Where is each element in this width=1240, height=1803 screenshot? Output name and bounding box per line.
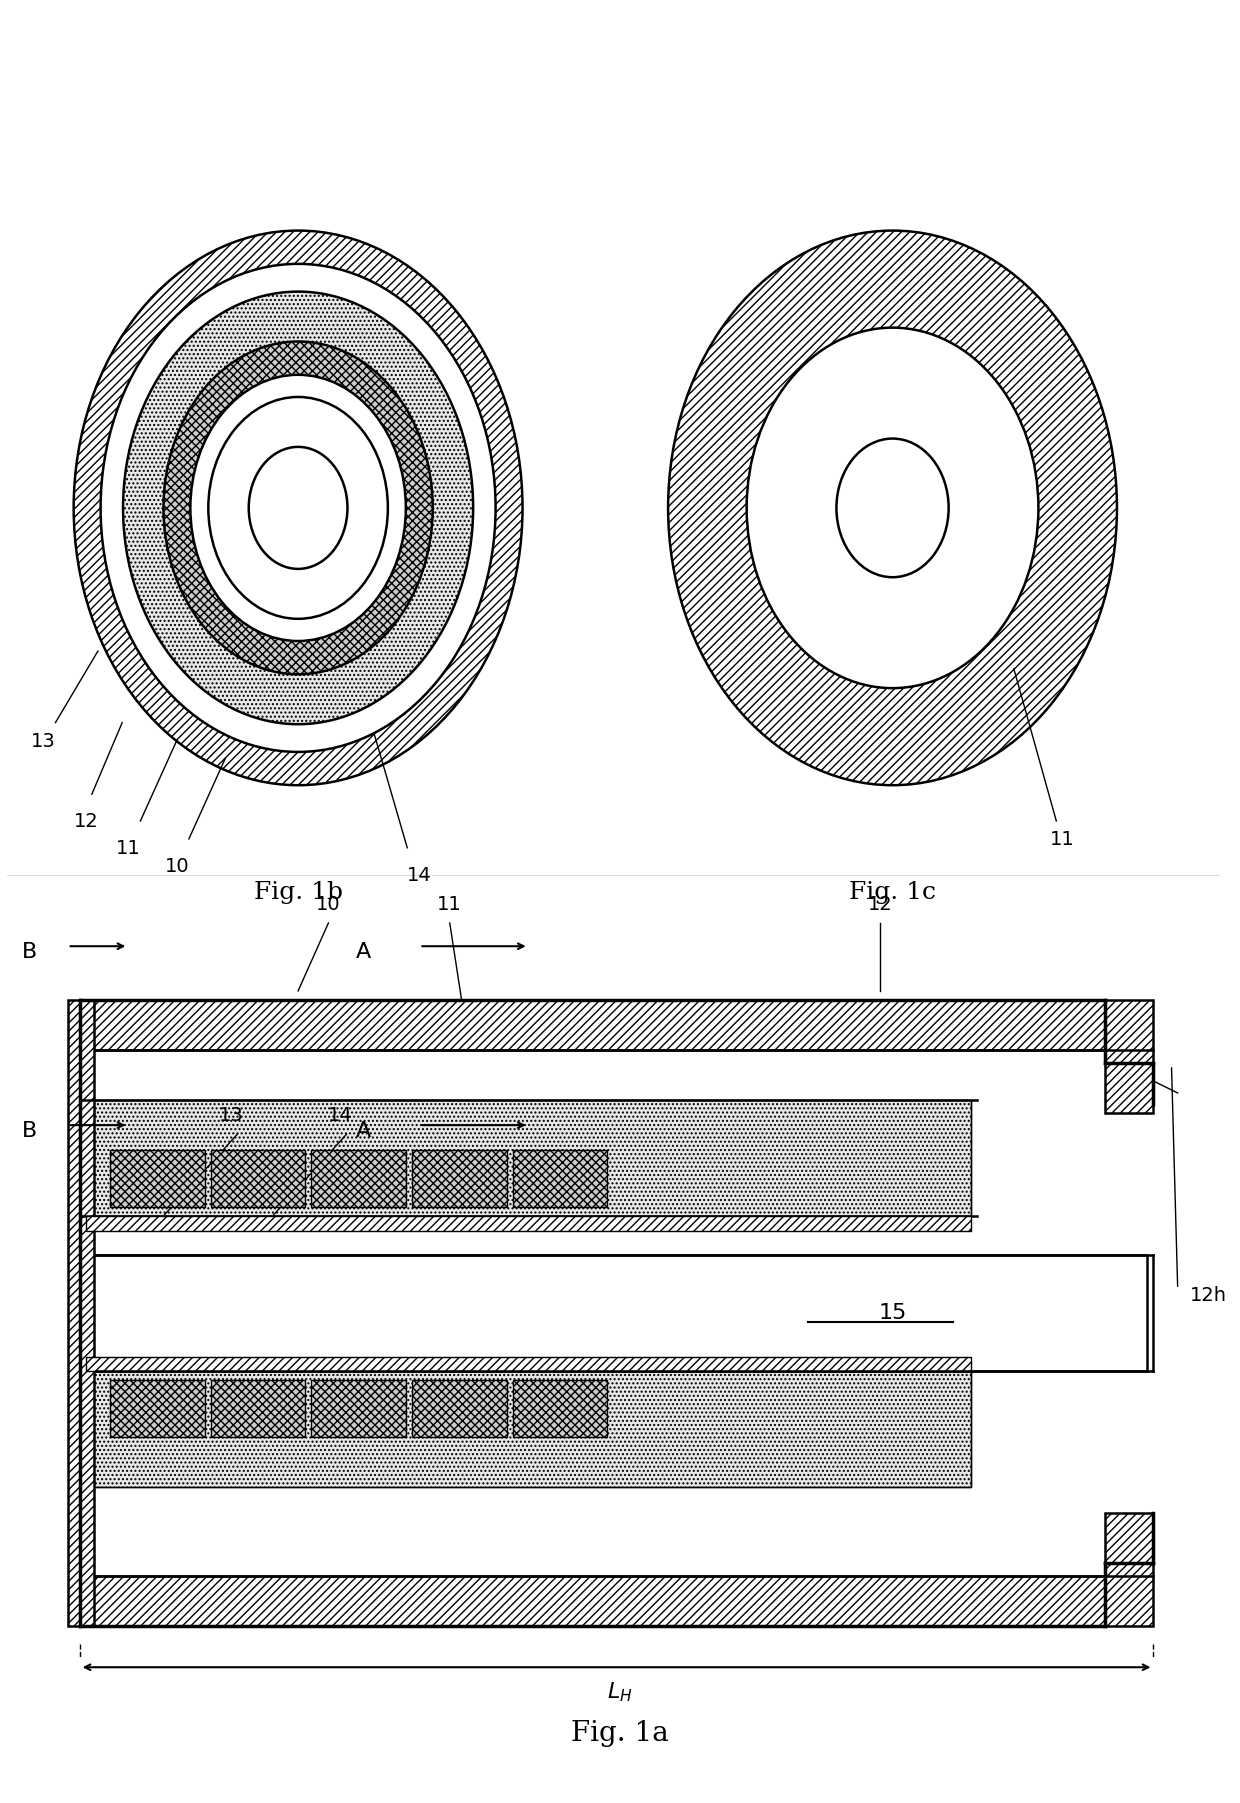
Bar <box>86 1100 971 1217</box>
Text: 10: 10 <box>165 856 188 876</box>
Bar <box>311 1379 405 1437</box>
Text: 10: 10 <box>316 894 341 914</box>
Bar <box>86 1358 971 1370</box>
Bar <box>68 1001 94 1626</box>
Text: 12: 12 <box>868 894 893 914</box>
Bar <box>79 1001 1105 1049</box>
Text: 12h: 12h <box>1189 1286 1226 1305</box>
Ellipse shape <box>191 375 405 642</box>
Bar <box>110 1379 205 1437</box>
Bar <box>311 1150 405 1208</box>
Text: 11: 11 <box>438 894 463 914</box>
Text: 13: 13 <box>219 1105 244 1125</box>
Text: Fig. 1c: Fig. 1c <box>849 882 936 903</box>
Ellipse shape <box>249 447 347 570</box>
Text: 11: 11 <box>115 838 140 858</box>
Bar <box>1105 1001 1153 1112</box>
Bar <box>79 1576 1105 1626</box>
Text: 14: 14 <box>407 865 432 885</box>
Ellipse shape <box>73 231 522 786</box>
Bar <box>86 1370 971 1487</box>
Text: A: A <box>356 941 371 961</box>
Text: Fig. 1a: Fig. 1a <box>570 1720 668 1747</box>
Bar <box>513 1150 608 1208</box>
Bar <box>1105 1513 1153 1626</box>
Bar <box>211 1150 305 1208</box>
Text: A: A <box>356 1120 371 1141</box>
Bar <box>86 1217 971 1231</box>
Text: B: B <box>22 1120 37 1141</box>
Text: 13: 13 <box>31 732 56 750</box>
Ellipse shape <box>837 438 949 577</box>
Bar <box>412 1379 507 1437</box>
Text: B: B <box>22 941 37 961</box>
Bar <box>86 1100 971 1217</box>
Ellipse shape <box>746 328 1038 689</box>
Ellipse shape <box>208 397 388 618</box>
Text: $L_H$: $L_H$ <box>606 1680 632 1704</box>
Text: 12: 12 <box>73 811 98 831</box>
Text: 15: 15 <box>298 498 322 517</box>
Text: 11: 11 <box>1050 829 1075 849</box>
Text: 14: 14 <box>329 1105 353 1125</box>
Bar <box>513 1379 608 1437</box>
Bar <box>110 1150 205 1208</box>
Bar <box>412 1150 507 1208</box>
Text: 15: 15 <box>878 1304 906 1323</box>
Ellipse shape <box>164 341 433 674</box>
Ellipse shape <box>123 292 474 725</box>
Bar <box>86 1370 971 1487</box>
Bar <box>211 1379 305 1437</box>
Ellipse shape <box>100 263 496 752</box>
Bar <box>86 1255 1147 1370</box>
Text: Fig. 1b: Fig. 1b <box>254 882 342 903</box>
Ellipse shape <box>668 231 1117 786</box>
